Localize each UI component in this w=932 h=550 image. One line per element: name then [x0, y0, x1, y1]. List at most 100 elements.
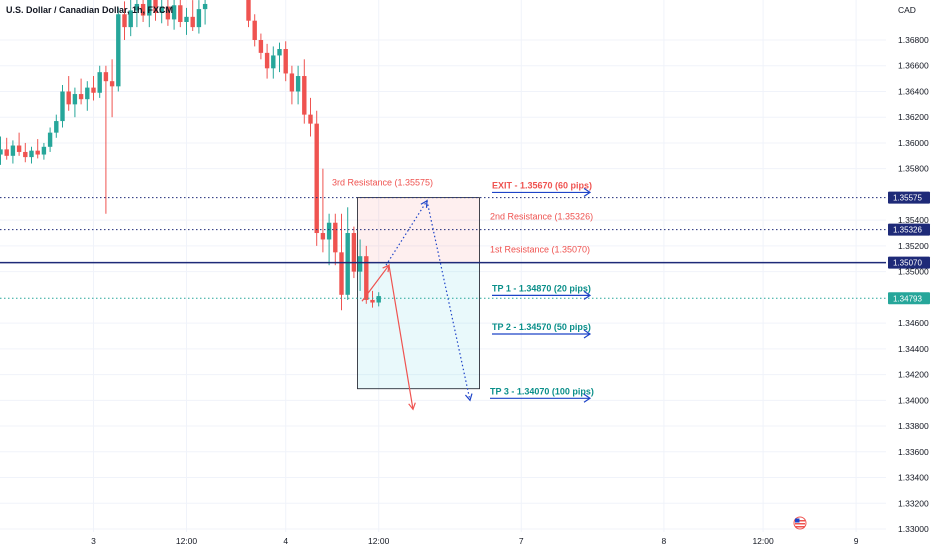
target-arrowhead — [583, 290, 592, 300]
candle — [147, 0, 152, 16]
candle — [308, 114, 313, 124]
candle — [97, 72, 102, 93]
candle — [47, 132, 53, 147]
candle — [16, 145, 22, 152]
candle — [66, 91, 71, 105]
y-tick-label: 1.36400 — [898, 86, 929, 96]
candles — [0, 0, 381, 311]
candle — [339, 252, 344, 295]
grid — [0, 0, 886, 532]
candle — [277, 49, 282, 56]
candle — [103, 72, 109, 82]
annotations: 3rd Resistance (1.35575) 2nd Resistance (… — [332, 178, 594, 403]
price-label-bg — [888, 292, 930, 305]
x-tick-label: 8 — [662, 536, 667, 546]
trade-boxes — [357, 197, 480, 390]
target-arrowhead — [583, 187, 592, 197]
candle — [196, 9, 202, 28]
candle — [54, 121, 59, 133]
arrowhead — [420, 199, 428, 208]
arrowhead — [382, 264, 390, 273]
candle — [134, 3, 140, 11]
candle — [295, 76, 301, 92]
y-tick-label: 1.33800 — [898, 421, 929, 431]
candle — [178, 5, 183, 22]
y-tick-label: 1.34400 — [898, 344, 929, 354]
candle — [41, 146, 47, 155]
candle — [4, 149, 9, 156]
candle — [35, 150, 40, 155]
level-lines — [0, 197, 886, 299]
candle — [302, 76, 307, 115]
x-tick-label: 12:00 — [752, 536, 774, 546]
x-tick-label: 4 — [283, 536, 288, 546]
candle — [190, 16, 195, 28]
candle — [29, 150, 34, 158]
flag-icon — [793, 516, 807, 530]
y-tick-label: 1.35000 — [898, 267, 929, 277]
price-label-bg — [888, 191, 930, 204]
candle — [289, 73, 295, 92]
candle — [23, 151, 28, 158]
annotation-label: TP 3 - 1.34070 (100 pips) — [490, 386, 594, 396]
candle — [109, 81, 115, 87]
candle — [376, 296, 381, 303]
candle — [326, 222, 332, 240]
candle — [0, 149, 3, 155]
candle — [357, 256, 363, 272]
time-axis[interactable]: 00312:00412:007812:00912:001012:001112:0… — [0, 536, 932, 546]
candle — [184, 16, 189, 22]
x-tick-label: 3 — [91, 536, 96, 546]
y-tick-label: 1.36800 — [898, 35, 929, 45]
candle — [159, 6, 164, 13]
candle — [314, 123, 319, 234]
candle — [271, 55, 276, 69]
candle — [202, 3, 208, 10]
price-label: 1.34793 — [893, 294, 922, 303]
annotation-label: EXIT - 1.35670 (60 pips) — [492, 180, 592, 190]
y-tick-label: 1.35200 — [898, 241, 929, 251]
candle — [128, 10, 133, 28]
candle — [10, 145, 16, 156]
x-tick-label: 12:00 — [368, 536, 390, 546]
arrowhead — [464, 393, 473, 402]
x-tick-label: 12:00 — [176, 536, 198, 546]
candle — [320, 233, 326, 240]
x-tick-label: 7 — [519, 536, 524, 546]
price-label-bg — [888, 256, 930, 269]
annotation-label: 2nd Resistance (1.35326) — [490, 212, 593, 222]
candle — [364, 256, 369, 300]
currency-label: CAD — [898, 5, 916, 15]
arrowhead — [408, 402, 416, 411]
candle — [140, 3, 146, 16]
y-tick-label: 1.34600 — [898, 318, 929, 328]
y-tick-label: 1.35400 — [898, 215, 929, 225]
candle — [283, 49, 288, 74]
price-label: 1.35326 — [893, 226, 922, 235]
candle — [165, 6, 171, 20]
annotation-label: TP 1 - 1.34870 (20 pips) — [492, 283, 591, 293]
candle — [264, 52, 270, 69]
candle — [116, 14, 121, 87]
target-arrowhead — [583, 393, 592, 403]
y-tick-label: 1.36000 — [898, 138, 929, 148]
annotation-label: 1st Resistance (1.35070) — [490, 245, 590, 255]
annotation-label: 3rd Resistance (1.35575) — [332, 178, 433, 188]
candle — [171, 5, 177, 20]
x-tick-label: 9 — [854, 536, 859, 546]
chart-title: U.S. Dollar / Canadian Dollar, 1h, FXCM — [6, 5, 173, 15]
y-tick-label: 1.33400 — [898, 473, 929, 483]
price-axis[interactable]: 1.35575 1.35326 1.35070 1.34793 1.36800 1.366… — [888, 35, 930, 534]
candle — [60, 91, 65, 122]
y-tick-label: 1.36200 — [898, 112, 929, 122]
candle — [351, 233, 357, 272]
y-tick-label: 1.35800 — [898, 164, 929, 174]
price-label: 1.35575 — [893, 194, 922, 203]
candle — [252, 20, 257, 40]
annotation-label: TP 2 - 1.34570 (50 pips) — [492, 322, 591, 332]
candle — [258, 40, 264, 53]
candle — [85, 87, 90, 100]
price-label-bg — [888, 223, 930, 236]
candle — [345, 233, 350, 295]
